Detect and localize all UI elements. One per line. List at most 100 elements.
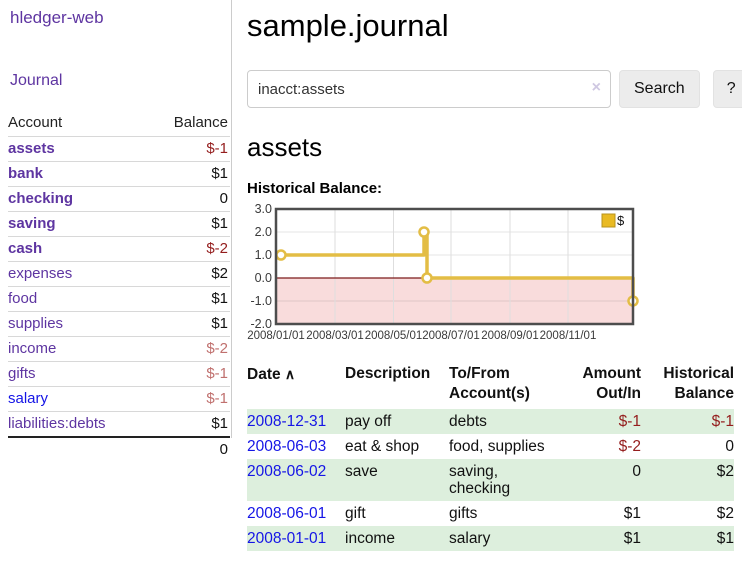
transaction-balance: $1 bbox=[716, 530, 734, 547]
transaction-amount: $-2 bbox=[618, 438, 641, 455]
legend-swatch bbox=[601, 213, 616, 228]
account-balance: $-1 bbox=[206, 390, 228, 407]
account-balance: $1 bbox=[211, 215, 228, 232]
transaction-date-link[interactable]: 2008-06-02 bbox=[247, 463, 327, 480]
register-row: 2008-06-03 eat & shop food, supplies $-2… bbox=[247, 434, 734, 459]
account-balance: $1 bbox=[211, 290, 228, 307]
register-row: 2008-06-01 gift gifts $1 $2 bbox=[247, 501, 734, 526]
account-balance: $-2 bbox=[206, 340, 228, 357]
search-button[interactable]: Search bbox=[619, 70, 700, 108]
transaction-description: save bbox=[345, 463, 378, 480]
account-row-income: income $-2 bbox=[8, 336, 230, 362]
main-content: sample.journal × Search ? assets Histori… bbox=[232, 0, 742, 551]
chart-title: Historical Balance: bbox=[247, 180, 383, 197]
x-tick-label: 2008/11/01 bbox=[540, 330, 597, 342]
legend-label: $ bbox=[617, 213, 625, 228]
register-table: Date ∧ Description To/From Account(s) Am… bbox=[247, 361, 734, 551]
page: hledger-web Journal Account Balance asse… bbox=[0, 0, 742, 551]
account-link-assets[interactable]: assets bbox=[8, 140, 55, 157]
account-row-gifts: gifts $-1 bbox=[8, 361, 230, 387]
account-row-liabilities-debts: liabilities:debts $1 bbox=[8, 411, 230, 438]
account-link-income[interactable]: income bbox=[8, 340, 57, 357]
account-link-bank[interactable]: bank bbox=[8, 165, 44, 182]
accounts-total: 0 bbox=[219, 441, 228, 458]
accounts-header-balance: Balance bbox=[173, 114, 228, 131]
accounts-table: Account Balance assets $-1 bank $1 check… bbox=[8, 110, 230, 462]
account-balance: 0 bbox=[219, 190, 228, 207]
transaction-description: pay off bbox=[345, 413, 392, 430]
x-tick-label: 2008/01/01 bbox=[247, 330, 305, 342]
account-row-supplies: supplies $1 bbox=[8, 311, 230, 337]
account-balance: $1 bbox=[211, 315, 228, 332]
accounts-header-account: Account bbox=[8, 114, 63, 131]
app-title-link[interactable]: hledger-web bbox=[10, 8, 104, 27]
x-tick-label: 2008/09/01 bbox=[481, 330, 539, 342]
register-header-date[interactable]: Date ∧ bbox=[247, 361, 345, 409]
clear-search-icon[interactable]: × bbox=[591, 79, 601, 96]
account-link-gifts[interactable]: gifts bbox=[8, 365, 36, 382]
register-header-description: Description bbox=[345, 365, 431, 382]
account-balance: $1 bbox=[211, 165, 228, 182]
transaction-accounts: food, supplies bbox=[449, 438, 545, 455]
sort-ascending-icon: ∧ bbox=[284, 366, 296, 382]
register-row: 2008-06-02 save saving, checking 0 $2 bbox=[247, 459, 734, 501]
transaction-balance: $2 bbox=[716, 463, 734, 480]
transaction-date-link[interactable]: 2008-06-01 bbox=[247, 505, 327, 522]
account-link-saving[interactable]: saving bbox=[8, 215, 56, 232]
account-row-cash: cash $-2 bbox=[8, 236, 230, 262]
search-form: × Search ? bbox=[247, 70, 742, 108]
y-tick-label: 0.0 bbox=[255, 271, 272, 285]
y-tick-label: -1.0 bbox=[250, 294, 272, 308]
y-tick-label: 3.0 bbox=[255, 202, 272, 216]
journal-link[interactable]: Journal bbox=[10, 72, 63, 89]
page-title: sample.journal bbox=[247, 8, 449, 43]
account-link-cash[interactable]: cash bbox=[8, 240, 43, 257]
account-link-expenses[interactable]: expenses bbox=[8, 265, 73, 282]
y-tick-label: 2.0 bbox=[255, 225, 272, 239]
account-link-checking[interactable]: checking bbox=[8, 190, 74, 207]
transaction-date-link[interactable]: 2008-12-31 bbox=[247, 413, 327, 430]
y-tick-label: -2.0 bbox=[250, 317, 272, 331]
account-balance: $-1 bbox=[206, 365, 228, 382]
historical-balance-chart: $ 3.0 2.0 1.0 0.0 -1.0 -2.0 2008/01/01 2… bbox=[247, 202, 639, 342]
register-row: 2008-01-01 income salary $1 $1 bbox=[247, 526, 734, 551]
transaction-balance: $-1 bbox=[711, 413, 734, 430]
transaction-description: eat & shop bbox=[345, 438, 420, 455]
register-header-row: Date ∧ Description To/From Account(s) Am… bbox=[247, 361, 734, 409]
accounts-total-row: 0 bbox=[8, 437, 230, 462]
transaction-accounts: salary bbox=[449, 530, 491, 547]
transaction-date-link[interactable]: 2008-01-01 bbox=[247, 530, 327, 547]
transaction-amount: $1 bbox=[623, 505, 641, 522]
x-tick-label: 2008/07/01 bbox=[422, 330, 480, 342]
transaction-accounts: gifts bbox=[449, 505, 478, 522]
transaction-accounts: debts bbox=[449, 413, 487, 430]
register-header-date-label: Date bbox=[247, 366, 281, 383]
account-link-salary[interactable]: salary bbox=[8, 390, 49, 407]
account-row-food: food $1 bbox=[8, 286, 230, 312]
transaction-balance: $2 bbox=[716, 505, 734, 522]
transaction-date-link[interactable]: 2008-06-03 bbox=[247, 438, 327, 455]
register-header-amount: Amount Out/In bbox=[582, 365, 641, 402]
account-balance: $-1 bbox=[206, 140, 228, 157]
transaction-amount: $1 bbox=[623, 530, 641, 547]
search-input[interactable] bbox=[247, 70, 611, 108]
account-row-checking: checking 0 bbox=[8, 186, 230, 212]
search-input-wrap: × bbox=[247, 70, 611, 108]
sidebar: hledger-web Journal Account Balance asse… bbox=[0, 0, 232, 458]
account-link-food[interactable]: food bbox=[8, 290, 38, 307]
chart-border bbox=[274, 207, 635, 326]
register-header-accounts: To/From Account(s) bbox=[449, 365, 530, 402]
x-tick-label: 2008/05/01 bbox=[365, 330, 423, 342]
transaction-description: gift bbox=[345, 505, 366, 522]
register-row: 2008-12-31 pay off debts $-1 $-1 bbox=[247, 409, 734, 434]
x-tick-label: 2008/03/01 bbox=[306, 330, 364, 342]
account-link-supplies[interactable]: supplies bbox=[8, 315, 64, 332]
data-point bbox=[418, 226, 430, 238]
account-link-liabilities-debts[interactable]: liabilities:debts bbox=[8, 415, 106, 432]
account-row-expenses: expenses $2 bbox=[8, 261, 230, 287]
transaction-description: income bbox=[345, 530, 395, 547]
register-header-balance: Historical Balance bbox=[663, 365, 734, 402]
account-row-saving: saving $1 bbox=[8, 211, 230, 237]
transaction-balance: 0 bbox=[725, 438, 734, 455]
help-button[interactable]: ? bbox=[712, 70, 742, 108]
